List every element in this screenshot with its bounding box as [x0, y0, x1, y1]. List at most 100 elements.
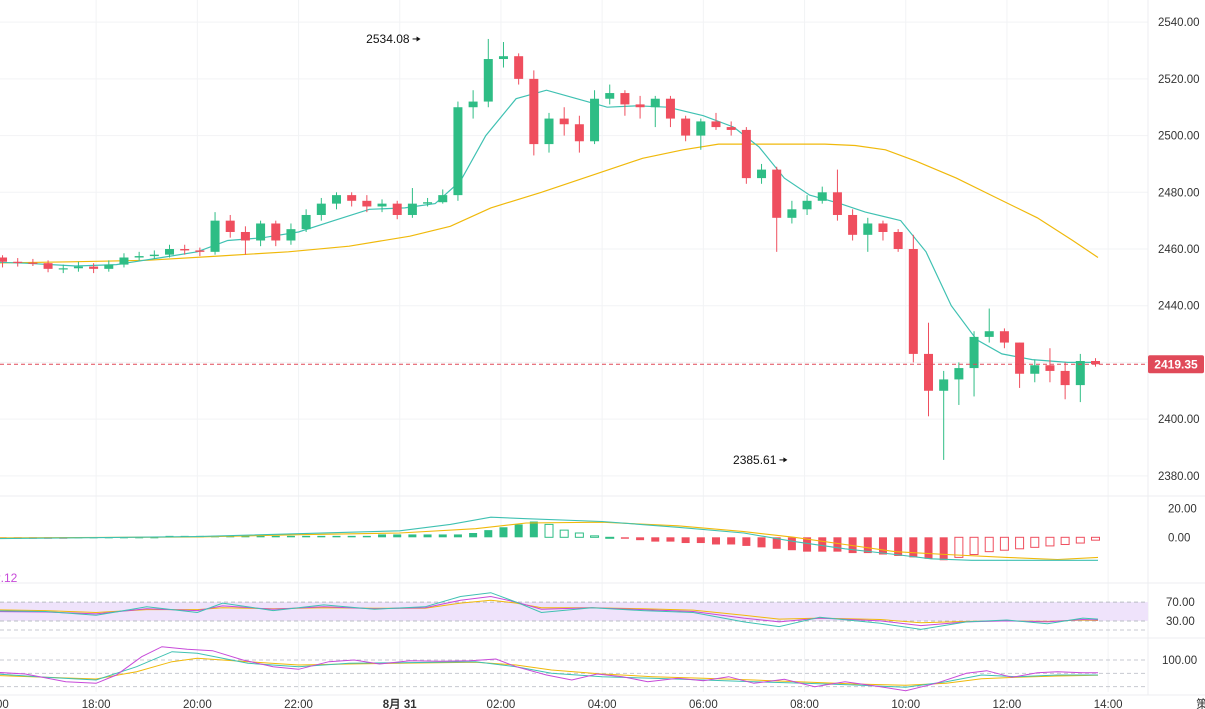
candle — [954, 362, 964, 405]
macd-histogram-bar — [241, 535, 250, 538]
candle — [0, 255, 8, 268]
candle-body — [149, 254, 159, 257]
kdj-j-line — [0, 646, 1098, 692]
rsi-line-1 — [0, 592, 1099, 630]
macd-histogram-bar — [969, 536, 979, 556]
candle — [787, 200, 797, 224]
candle — [331, 192, 341, 210]
kdj-k-line — [0, 651, 1098, 688]
candle-body — [240, 231, 250, 241]
candle — [377, 199, 387, 213]
macd-histogram-bar — [256, 535, 265, 538]
candle — [924, 322, 934, 417]
candle — [529, 70, 539, 156]
macd-histogram-bar — [772, 537, 781, 549]
candle — [453, 101, 463, 201]
candle — [635, 95, 645, 119]
candle — [195, 247, 205, 257]
low-price-label: 2385.61 — [733, 453, 777, 467]
candle-body — [999, 331, 1009, 343]
price-tick-label: 2400.00 — [1158, 414, 1200, 426]
candle — [240, 226, 250, 255]
macd-histogram-bar — [999, 536, 1009, 551]
candle-body — [802, 200, 812, 210]
price-tick-label: 2540.00 — [1158, 17, 1200, 29]
candle-body — [1090, 360, 1100, 365]
macd-histogram-bar — [317, 535, 326, 538]
macd-histogram-bar — [620, 537, 629, 539]
candle-body — [665, 98, 675, 119]
candle — [1030, 359, 1040, 383]
candle — [741, 127, 751, 184]
candle-body — [544, 118, 554, 145]
candle — [1060, 362, 1070, 400]
candle-body — [331, 195, 341, 204]
candle — [893, 229, 903, 252]
macd-histogram-bar — [484, 530, 493, 538]
time-tick-label: 12:00 — [993, 699, 1022, 709]
macd-histogram-bar — [150, 537, 159, 539]
candle — [256, 220, 266, 247]
candle — [1045, 348, 1055, 383]
candle-body — [620, 93, 630, 105]
time-tick-label: 08:00 — [790, 699, 819, 709]
price-tick-label: 2440.00 — [1158, 301, 1200, 313]
time-tick-label: 14:00 — [1094, 699, 1123, 709]
macd-histogram-bar — [757, 537, 766, 548]
macd-histogram-bar — [833, 537, 842, 552]
candle — [574, 115, 584, 153]
macd-histogram-bar — [271, 535, 280, 538]
candle-body — [757, 169, 767, 179]
candle — [620, 90, 630, 116]
candle — [483, 38, 493, 108]
candle-body — [165, 249, 175, 255]
price-tick-label: 2500.00 — [1158, 131, 1200, 143]
low-marker: 2385.61 — [733, 453, 788, 467]
candle — [73, 261, 83, 272]
last-price-tag: 2419.35 — [1148, 355, 1204, 374]
candle — [119, 253, 129, 268]
macd-histogram-bar — [1015, 536, 1025, 550]
candle-body — [969, 336, 979, 369]
axes: 2540.00 2520.00 2500.00 2480.00 2460.00 2440.… — [0, 17, 1205, 709]
price-tick-label: 2380.00 — [1158, 471, 1200, 483]
rsi-value-label: ?.12 — [0, 571, 18, 585]
candle — [817, 186, 827, 204]
macd-histogram-bar — [727, 537, 736, 545]
high-marker: 2534.08 — [366, 32, 421, 46]
candle-body — [832, 192, 842, 215]
time-tick-label: 02:00 — [487, 699, 516, 709]
macd-histogram-bar — [393, 534, 402, 538]
price-tick-label: 2480.00 — [1158, 187, 1200, 199]
candle — [832, 169, 842, 221]
candle-body — [301, 214, 311, 230]
macd-histogram-bar — [286, 535, 295, 538]
candle — [43, 260, 53, 273]
candle-body — [271, 223, 281, 241]
macd-histogram-bar — [590, 535, 600, 538]
candle — [605, 84, 615, 105]
candle — [590, 90, 600, 145]
candle — [104, 260, 114, 272]
rsi-tick-label: 30.00 — [1166, 616, 1195, 628]
macd-histogram-bar — [863, 537, 872, 554]
macd-histogram-bar — [453, 534, 462, 538]
candle-body — [0, 257, 8, 262]
candle — [286, 223, 296, 245]
candle-body — [58, 268, 68, 270]
candle — [757, 163, 767, 184]
candle — [939, 370, 949, 460]
candle-body — [1075, 360, 1085, 386]
candle — [650, 95, 660, 128]
kdj-tick-label: 100.00 — [1162, 655, 1197, 667]
candle-body — [635, 104, 645, 108]
macd-histogram-bar — [818, 537, 827, 552]
ma-slow-line — [0, 143, 1099, 264]
time-tick-label: 04:00 — [588, 699, 617, 709]
candle-body — [924, 353, 934, 391]
macd-histogram-bar — [651, 537, 660, 542]
candles[interactable] — [0, 38, 1100, 460]
macd-histogram-bar — [939, 537, 948, 561]
candle-body — [468, 101, 478, 108]
